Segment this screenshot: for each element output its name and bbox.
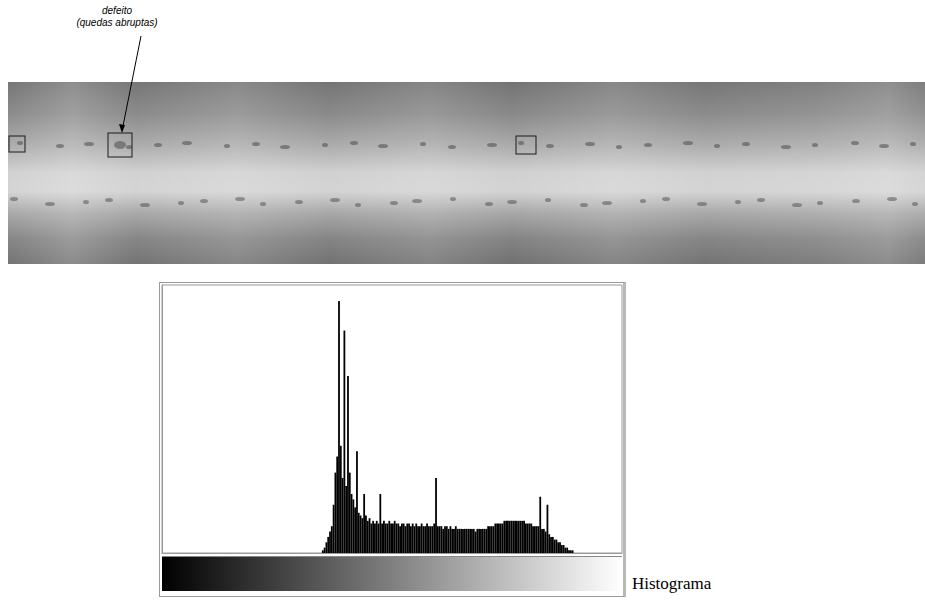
svg-text:defeito(quedas abruptas): defeito(quedas abruptas) [76, 5, 157, 28]
html-text:Histograma: Histograma [632, 574, 712, 593]
